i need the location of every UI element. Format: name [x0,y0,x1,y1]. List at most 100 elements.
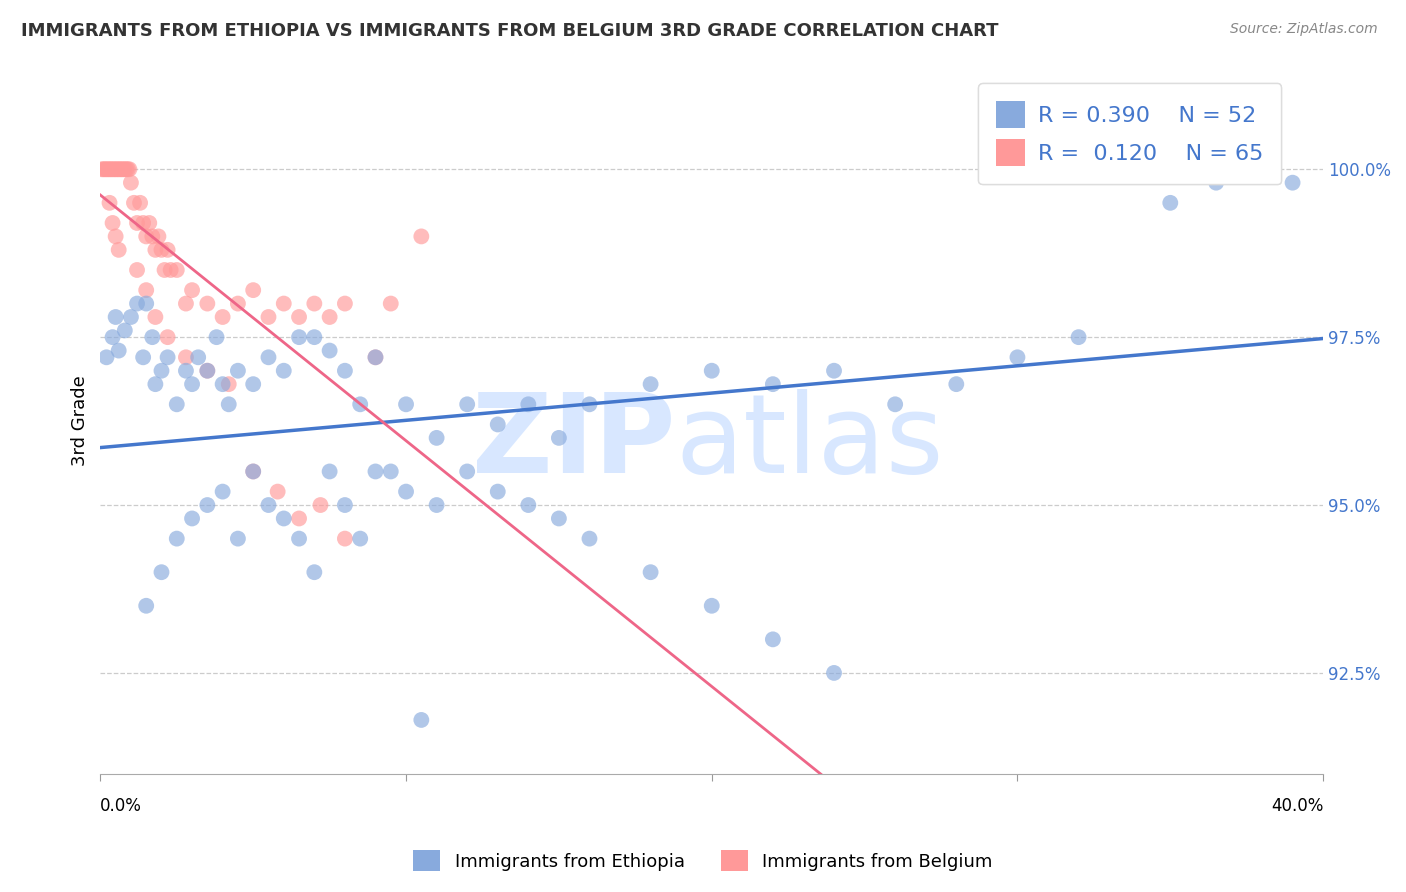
Point [150,243,173,257]
Point [517,498,540,512]
Point [93,162,115,177]
Point [96,162,118,177]
Point [288,330,311,344]
Point [257,351,280,365]
Point [153,263,176,277]
Point [181,283,204,297]
Point [114,323,136,337]
Point [411,713,433,727]
Point [364,465,387,479]
Point [226,296,249,310]
Point [211,484,233,499]
Text: Source: ZipAtlas.com: Source: ZipAtlas.com [1230,22,1378,37]
Point [132,351,155,365]
Point [145,310,167,324]
Point [486,417,509,432]
Point [181,377,204,392]
Point [174,296,197,310]
Point [150,364,173,378]
Point [138,216,160,230]
Point [884,397,907,411]
Point [333,296,356,310]
Point [700,599,723,613]
Point [97,162,120,177]
Point [411,229,433,244]
Point [218,397,240,411]
Point [166,532,188,546]
Text: IMMIGRANTS FROM ETHIOPIA VS IMMIGRANTS FROM BELGIUM 3RD GRADE CORRELATION CHART: IMMIGRANTS FROM ETHIOPIA VS IMMIGRANTS F… [21,22,998,40]
Point [304,330,326,344]
Point [242,377,264,392]
Point [273,296,295,310]
Point [112,162,135,177]
Point [226,532,249,546]
Point [456,465,478,479]
Point [1067,330,1090,344]
Point [1205,176,1227,190]
Point [426,498,449,512]
Point [166,397,188,411]
Point [98,162,121,177]
Point [1007,351,1029,365]
Point [640,377,662,392]
Point [107,343,129,358]
Legend: Immigrants from Ethiopia, Immigrants from Belgium: Immigrants from Ethiopia, Immigrants fro… [406,843,1000,879]
Point [333,498,356,512]
Point [762,632,785,647]
Point [107,162,129,177]
Point [174,351,197,365]
Point [101,330,124,344]
Point [211,310,233,324]
Point [486,484,509,499]
Point [125,216,148,230]
Point [548,511,571,525]
Point [309,498,332,512]
Point [456,397,478,411]
Point [159,263,181,277]
Text: atlas: atlas [675,389,943,496]
Point [187,351,209,365]
Point [288,511,311,525]
Point [318,310,340,324]
Point [120,310,142,324]
Point [104,162,127,177]
Point [1159,195,1181,210]
Point [100,162,122,177]
Point [257,498,280,512]
Point [762,377,785,392]
Point [135,229,157,244]
Point [105,162,128,177]
Point [104,229,127,244]
Point [205,330,228,344]
Point [578,532,600,546]
Point [141,229,163,244]
Point [333,364,356,378]
Point [150,565,173,579]
Text: 0.0%: 0.0% [100,797,142,815]
Point [318,343,340,358]
Point [266,484,288,499]
Point [273,511,295,525]
Point [333,532,356,546]
Point [640,565,662,579]
Point [242,465,264,479]
Point [823,364,845,378]
Point [195,364,218,378]
Point [195,364,218,378]
Point [1281,176,1303,190]
Legend: R = 0.390    N = 52, R =  0.120    N = 65: R = 0.390 N = 52, R = 0.120 N = 65 [979,83,1281,184]
Point [548,431,571,445]
Point [304,565,326,579]
Point [104,310,127,324]
Text: ZIP: ZIP [471,389,675,496]
Point [103,162,125,177]
Point [148,229,170,244]
Point [273,364,295,378]
Point [101,216,124,230]
Point [94,162,117,177]
Point [107,243,129,257]
Point [218,377,240,392]
Point [823,665,845,680]
Point [288,532,311,546]
Point [101,162,124,177]
